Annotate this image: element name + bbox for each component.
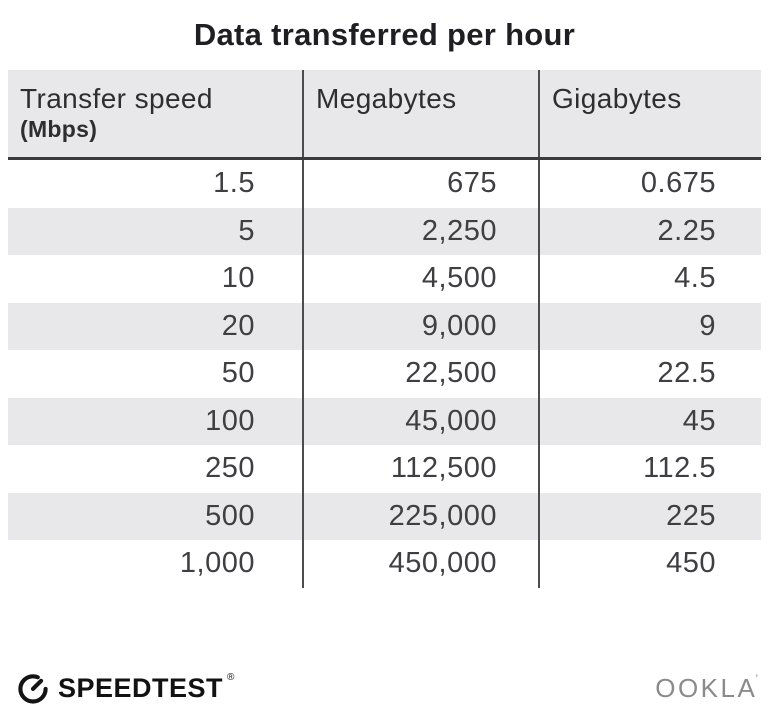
cell: 1.5 [213,167,255,199]
cell: 450 [538,540,761,588]
cell: 45,000 [302,397,538,445]
cell: 9 [538,302,761,350]
speedtest-wordmark: SPEEDTEST [58,672,224,703]
data-table: Transfer speed (Mbps) Megabytes Gigabyte… [8,70,761,588]
cell: 10 [221,262,255,294]
column-header-megabytes: Megabytes [302,70,538,157]
cell: 4,500 [302,255,538,303]
column-header-label: Megabytes [316,83,457,114]
table-row: 20 9,000 9 [8,302,761,350]
cell: 9,000 [302,302,538,350]
table-body: 1.5 675 0.675 5 2,250 2.25 10 4,500 4.5 20 9,000 9 5… [8,160,761,588]
column-header-gigabytes: Gigabytes [538,70,761,157]
column-header-sublabel: (Mbps) [20,116,98,142]
cell: 20 [221,309,255,342]
cell: 675 [302,160,538,208]
cell: 112,500 [302,445,538,493]
cell: 2,250 [302,207,538,255]
cell: 22.5 [538,350,761,398]
table-header: Transfer speed (Mbps) Megabytes Gigabyte… [8,70,761,160]
speedtest-gauge-icon [18,674,48,704]
cell: 1,000 [179,547,255,579]
cell: 45 [538,397,761,445]
table-row: 10 4,500 4.5 [8,255,761,303]
cell: 100 [205,404,255,437]
table-row: 250 112,500 112.5 [8,445,761,493]
table-row: 100 45,000 45 [8,397,761,445]
table-row: 5 2,250 2.25 [8,207,761,255]
cell: 112.5 [538,445,761,493]
cell: 5 [238,214,255,247]
cell: 4.5 [538,255,761,303]
registered-mark: ® [227,672,235,683]
column-header-transfer-speed: Transfer speed (Mbps) [8,70,302,157]
cell: 22,500 [302,350,538,398]
cell: 2.25 [538,207,761,255]
ookla-trademark: ’ [755,671,758,686]
footer: SPEEDTEST ® OOKLA ’ [15,670,758,706]
cell: 450,000 [302,540,538,588]
column-header-label: Gigabytes [552,83,682,114]
table-row: 1,000 450,000 450 [8,540,761,588]
cell: 225,000 [302,492,538,540]
ookla-wordmark: OOKLA [655,672,758,703]
cell: 225 [538,492,761,540]
speedtest-logo: SPEEDTEST ® [15,670,234,706]
page-title: Data transferred per hour [193,17,576,52]
cell: 0.675 [538,160,761,208]
table-row: 50 22,500 22.5 [8,350,761,398]
ookla-logo: OOKLA ’ [655,671,758,704]
cell: 250 [205,452,255,484]
cell: 50 [221,357,255,389]
table-row: 500 225,000 225 [8,492,761,540]
table-row: 1.5 675 0.675 [8,160,761,208]
cell: 500 [205,499,255,532]
column-header-label: Transfer speed [20,83,213,114]
